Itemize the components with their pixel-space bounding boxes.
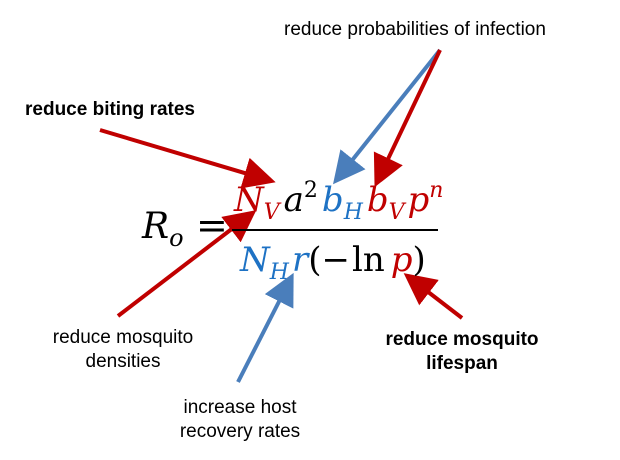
equation-denominator: NHr(−ln p) [240, 240, 426, 285]
symbol-bV-subscript: V [388, 200, 405, 225]
symbol-p-superscript: n [429, 178, 444, 203]
symbol-ln: ln [351, 240, 385, 280]
arrow-recovery-to-r [236, 272, 294, 383]
arrow-probabilities-to-bV [373, 49, 442, 188]
arrow-probabilities-to-bH [333, 48, 442, 185]
symbol-r: r [291, 240, 309, 280]
equation-numerator: NV a2 bH bVpn [234, 178, 444, 225]
symbol-open-paren-minus: (− [308, 240, 350, 280]
arrow-biting-to-a [99, 128, 276, 189]
symbol-R: R [142, 206, 170, 247]
label-reduce-probabilities: reduce probabilities of infection [284, 19, 546, 40]
equals-sign: = [196, 203, 228, 247]
symbol-NV-subscript: V [263, 200, 280, 225]
label-reduce-mosquito-lifespan: reduce mosquito lifespan [385, 329, 539, 374]
symbol-bV: b [366, 180, 389, 220]
symbol-bH-subscript: H [343, 200, 363, 225]
symbol-NH-subscript: H [269, 260, 289, 285]
symbol-p: p [407, 180, 430, 220]
symbol-p-denominator: p [390, 240, 413, 280]
label-reduce-biting-rates: reduce biting rates [25, 99, 195, 120]
label-increase-host-recovery: increase host recovery rates [179, 397, 301, 442]
symbol-a: a [283, 180, 304, 220]
symbol-bH: b [321, 180, 344, 220]
arrow-lifespan-to-p [403, 273, 464, 320]
symbol-a-superscript: 2 [303, 178, 318, 203]
label-reduce-mosquito-densities: reduce mosquito densities [52, 327, 194, 372]
symbol-NV: N [234, 180, 264, 220]
fraction-bar [232, 229, 438, 231]
symbol-close-paren: ) [412, 240, 426, 280]
arrow-densities-to-NV [116, 210, 257, 318]
symbol-R-subscript: o [169, 224, 184, 252]
equation-lhs: Ro [142, 205, 184, 252]
symbol-NH: N [240, 240, 270, 280]
